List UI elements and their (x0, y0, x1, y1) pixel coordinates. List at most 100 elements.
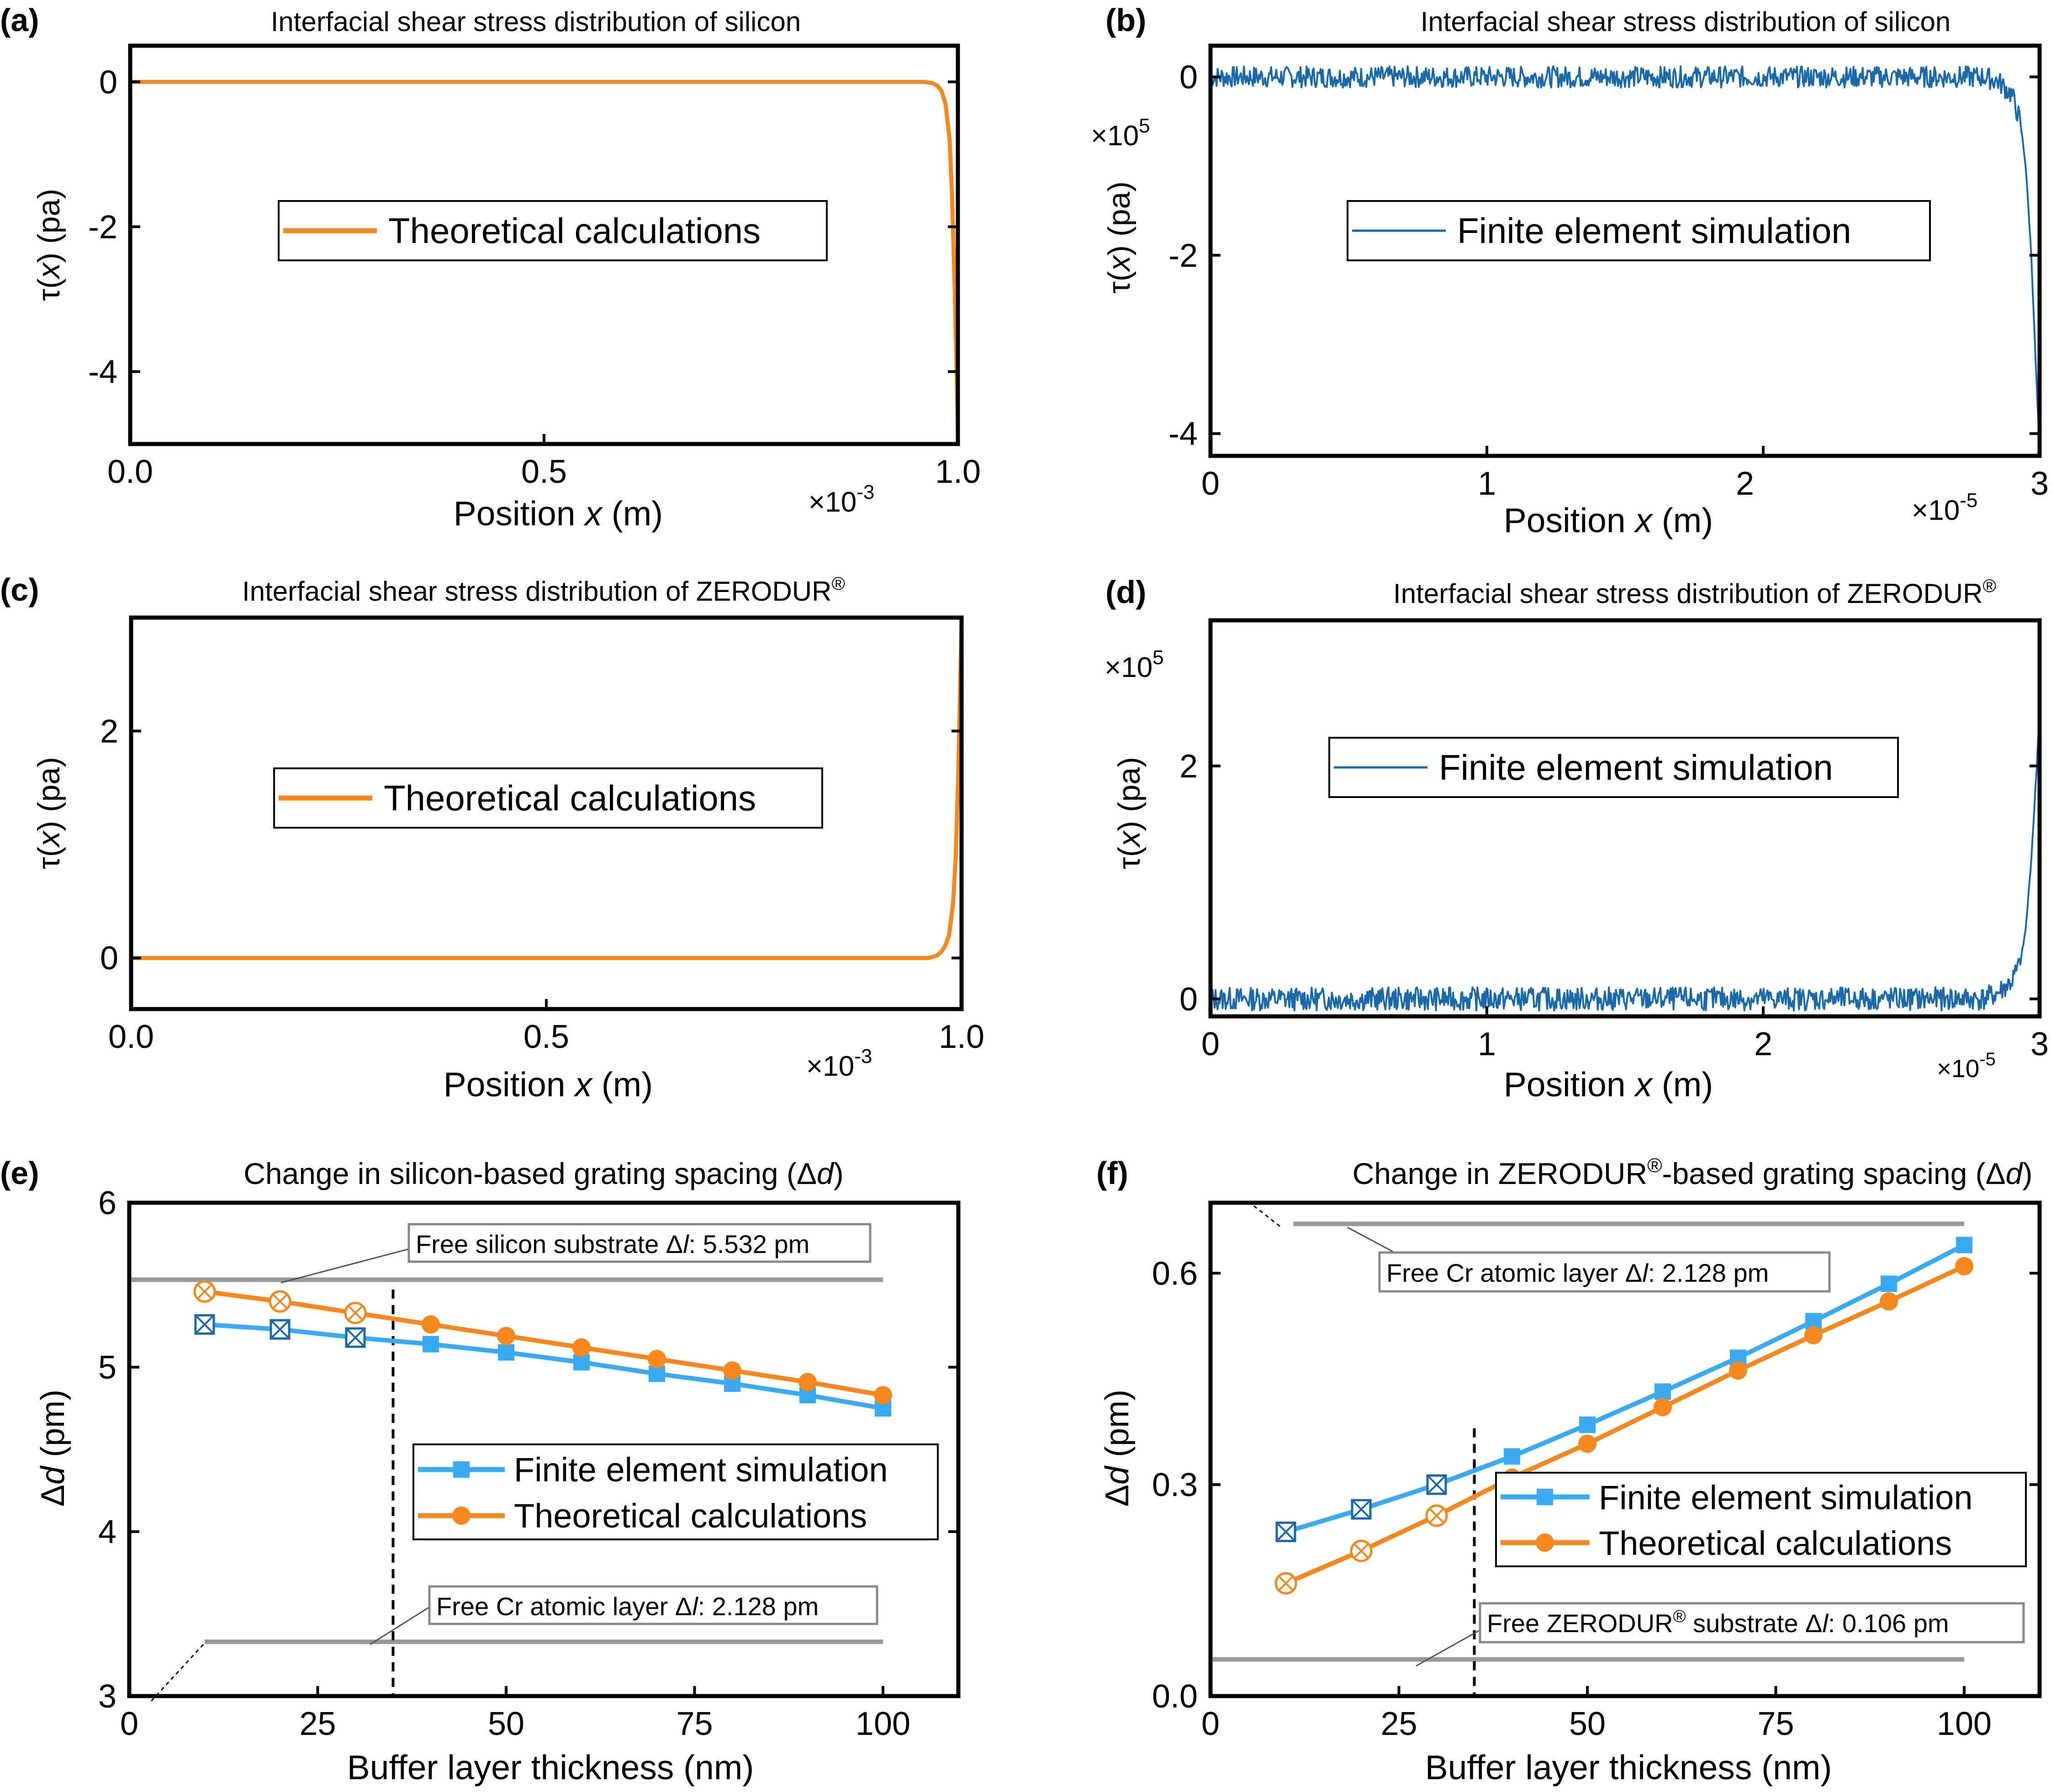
panel-c-letter: (c) (0, 572, 39, 608)
data-point-theory-f (1274, 1572, 1297, 1595)
panel-c-title: Interfacial shear stress distribution of… (242, 574, 845, 607)
axis-e-ylabel: Δd (pm) (35, 1390, 71, 1507)
data-point-fem-f (1504, 1448, 1520, 1465)
axis-d-ymultiplier: ×105 (1105, 646, 1164, 683)
data-point-fem-f (1351, 1499, 1372, 1520)
ann-e-bot-leader (370, 1605, 432, 1645)
data-point-theory-f (1578, 1434, 1596, 1453)
data-point-fem-e (345, 1327, 366, 1348)
legend-e-theory-marker (452, 1507, 470, 1525)
y-tick-label-e: 6 (98, 1185, 116, 1221)
chart-b-ticks: 0 1 2 3 0 -2 -4 (1168, 59, 2049, 502)
data-point-fem-e (498, 1344, 514, 1361)
panel-f-title: Change in ZERODUR®-based grating spacing… (1353, 1154, 2033, 1190)
plot-area-e (127, 1200, 961, 1698)
x-tick-label-d: 2 (1754, 1026, 1772, 1063)
series-line-b (1210, 65, 2040, 450)
chart-d-marks (1210, 707, 2040, 1012)
legend-f-theory-label: Theoretical calculations (1599, 1524, 1952, 1562)
x-tick-label-f: 50 (1569, 1706, 1606, 1742)
axis-f-ylabel: Δd (pm) (1099, 1390, 1136, 1507)
x-tick-label-f: 0 (1201, 1706, 1220, 1742)
chart-e-ticks: 0 25 50 75 100 3 4 5 6 (98, 1185, 958, 1742)
x-tick-label-d: 0 (1201, 1026, 1220, 1063)
plot-area-b (1208, 43, 2042, 458)
axis-b-multiplier: ×10-5 (1912, 489, 1977, 526)
panel-e-title: Change in silicon-based grating spacing … (243, 1157, 844, 1190)
panel-d-letter: (d) (1105, 574, 1146, 610)
legend-d: Finite element simulation (1328, 737, 1899, 798)
ann-e-bot-dash (150, 1644, 204, 1702)
axis-e-xlabel: Buffer layer thickness (nm) (347, 1748, 754, 1787)
data-point-theory-f (1654, 1398, 1672, 1417)
data-point-theory-e (572, 1338, 591, 1357)
series-line-e-1 (204, 1289, 883, 1398)
x-tick-label-e: 75 (676, 1706, 713, 1742)
x-tick-label-c: 0.5 (523, 1019, 569, 1055)
y-tick-label-c: 0 (100, 940, 118, 977)
axis-a-ylabel: τ(x) (pa) (32, 189, 66, 301)
series-line-f-0 (1285, 1243, 1966, 1534)
x-tick-label-d: 3 (2030, 1026, 2049, 1063)
axis-d-xlabel: Position x (m) (1504, 1065, 1713, 1104)
axis-d-multiplier: ×10-5 (1937, 1049, 1996, 1083)
legend-f-box (1495, 1472, 2027, 1567)
y-tick-label-d: 2 (1179, 748, 1198, 785)
chart-f-marks (1213, 1221, 1973, 1696)
x-tick-label-a: 1.0 (935, 454, 981, 490)
chart-f-ticks: 0 25 50 75 100 0.0 0.3 0.6 (1152, 1255, 2040, 1742)
series-line-a (130, 79, 960, 430)
data-point-theory-e (193, 1280, 216, 1303)
ann-e-bot-box (428, 1585, 878, 1625)
ann-f-top-label: Free Cr atomic layer Δl: 2.128 pm (1386, 1258, 1769, 1287)
panel-b-title: Interfacial shear stress distribution of… (1421, 6, 1951, 37)
y-tick-label-d: 0 (1179, 981, 1198, 1018)
data-point-fem-e (573, 1354, 590, 1371)
ann-f-bot-box (1479, 1602, 2025, 1644)
x-tick-label-a: 0.0 (107, 454, 153, 490)
panel-a-title: Interfacial shear stress distribution of… (271, 6, 801, 37)
data-point-theory-e (497, 1327, 515, 1345)
y-tick-label-c: 2 (100, 713, 118, 750)
axis-d-ylabel: τ(x) (pa) (1112, 757, 1147, 869)
data-point-theory-f (1425, 1504, 1448, 1527)
legend-e-box (412, 1443, 939, 1540)
y-tick-label-e: 4 (98, 1514, 116, 1550)
y-tick-label-a: -2 (88, 209, 117, 245)
data-point-theory-f (1729, 1361, 1747, 1380)
legend-e-fem-marker (453, 1461, 470, 1478)
ann-e-bot-label: Free Cr atomic layer Δl: 2.128 pm (436, 1592, 819, 1621)
x-tick-label-f: 75 (1757, 1706, 1794, 1742)
axis-c-xlabel: Position x (m) (444, 1065, 653, 1104)
axis-f-xlabel: Buffer layer thickness (nm) (1425, 1748, 1832, 1787)
data-point-theory-e (269, 1290, 291, 1313)
panel-e: (e) Change in silicon-based grating spac… (0, 1155, 961, 1787)
y-tick-label-f: 0.3 (1152, 1467, 1198, 1503)
panel-e-letter: (e) (0, 1155, 39, 1191)
x-tick-label-b: 2 (1736, 465, 1754, 502)
x-tick-label-f: 25 (1380, 1706, 1417, 1742)
data-point-fem-f (1956, 1237, 1972, 1253)
panel-f-letter: (f) (1096, 1155, 1128, 1191)
chart-b-marks (1210, 65, 2040, 450)
legend-b-fem-label: Finite element simulation (1457, 211, 1851, 251)
legend-f-fem-label: Finite element simulation (1599, 1479, 1972, 1517)
data-point-fem-e (270, 1319, 291, 1340)
x-tick-label-e: 50 (488, 1706, 524, 1742)
data-point-fem-f (1881, 1275, 1897, 1292)
ann-f-top-dash (1253, 1205, 1282, 1228)
y-tick-label-b: -4 (1168, 416, 1198, 452)
x-tick-label-c: 1.0 (939, 1019, 984, 1055)
legend-e-theory-label: Theoretical calculations (514, 1497, 867, 1535)
chart-c-marks (131, 623, 964, 960)
y-tick-label-e: 3 (98, 1678, 116, 1715)
y-tick-label-a: 0 (99, 64, 117, 100)
panel-d-title: Interfacial shear stress distribution of… (1393, 576, 1996, 609)
chart-a-marks (130, 79, 960, 430)
x-tick-label-f: 100 (1937, 1706, 1992, 1742)
y-tick-label-b: -2 (1168, 238, 1198, 274)
data-point-fem-f (1275, 1522, 1296, 1543)
ann-f-bot-leader (1416, 1627, 1485, 1667)
series-line-f-1 (1285, 1264, 1966, 1586)
